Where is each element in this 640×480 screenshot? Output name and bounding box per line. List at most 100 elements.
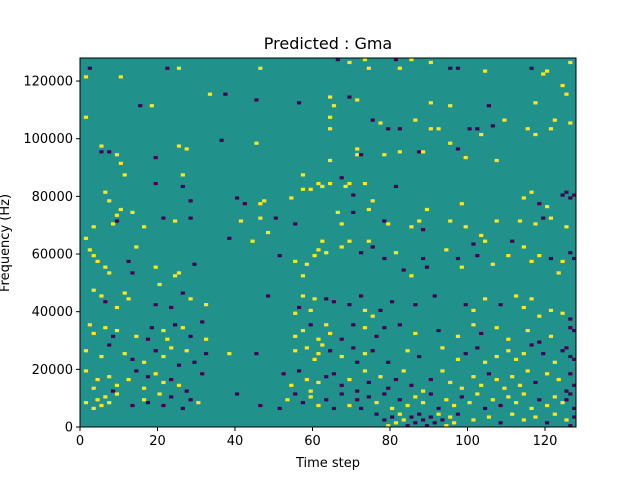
heatmap-cell-low: [568, 251, 573, 255]
heatmap-cell-low: [486, 372, 492, 376]
heatmap-cell-high: [514, 294, 519, 298]
heatmap-cell-high: [529, 259, 534, 263]
heatmap-cell-low: [386, 127, 391, 131]
heatmap-cell-low: [428, 415, 433, 419]
heatmap-cell-low: [103, 300, 108, 304]
heatmap-cell-low: [374, 334, 379, 338]
heatmap-cell-high: [293, 311, 298, 315]
heatmap-cell-high: [91, 288, 96, 292]
heatmap-cell-high: [471, 375, 476, 379]
heatmap-cell-low: [359, 294, 364, 298]
heatmap-cell-high: [413, 118, 418, 122]
heatmap-cell-low: [475, 346, 480, 350]
heatmap-cell-high: [142, 386, 147, 390]
heatmap-cell-low: [355, 389, 360, 393]
heatmap-cell-high: [548, 216, 554, 220]
heatmap-cell-high: [521, 245, 526, 249]
heatmap-cell-low: [568, 326, 573, 330]
heatmap-cell-high: [118, 207, 123, 212]
heatmap-cell-high: [250, 239, 255, 243]
heatmap-cell-high: [533, 222, 538, 226]
heatmap-cell-low: [355, 398, 360, 402]
heatmap-cell-high: [452, 403, 457, 408]
heatmap-cell-low: [421, 256, 426, 261]
heatmap-cell-high: [521, 305, 526, 310]
heatmap-cell-low: [266, 294, 271, 298]
heatmap-cell-high: [502, 386, 507, 390]
heatmap-cell-high: [157, 392, 162, 396]
heatmap-cell-high: [293, 259, 298, 263]
heatmap-cell-high: [514, 357, 519, 361]
heatmap-cell-high: [122, 173, 127, 177]
heatmap-cell-high: [196, 401, 201, 405]
heatmap-cell-high: [397, 412, 402, 416]
heatmap-cell-low: [541, 216, 546, 220]
heatmap-cell-low: [339, 337, 344, 341]
heatmap-cell-low: [173, 323, 178, 327]
y-axis-ticks: 0 20000 40000 60000 80000 100000 120000: [23, 75, 80, 436]
heatmap-cell-high: [386, 222, 391, 226]
y-tick-label: 20000: [32, 363, 73, 378]
heatmap-cell-low: [382, 256, 387, 261]
heatmap-cell-high: [328, 95, 333, 99]
heatmap-cell-low: [564, 346, 569, 350]
heatmap-cell-high: [355, 98, 360, 102]
heatmap-cell-high: [459, 202, 464, 206]
heatmap-cell-low: [560, 349, 565, 353]
heatmap-cell-low: [463, 352, 468, 356]
heatmap-cell-high: [153, 265, 158, 269]
heatmap-cell-high: [103, 265, 108, 269]
heatmap-cell-high: [114, 153, 120, 157]
heatmap-cell-high: [161, 380, 166, 385]
heatmap-cell-high: [176, 144, 182, 148]
heatmap-cell-high: [568, 60, 573, 65]
heatmap-cell-low: [483, 406, 488, 411]
heatmap-cell-high: [502, 118, 507, 122]
heatmap-cell-high: [517, 219, 523, 223]
heatmap-cell-low: [393, 58, 399, 62]
heatmap-cell-low: [134, 369, 139, 373]
heatmap-cell-low: [223, 92, 228, 96]
heatmap-cell-high: [452, 421, 457, 425]
heatmap-cell-high: [300, 294, 306, 298]
heatmap-cell-low: [188, 398, 193, 402]
heatmap-cell-low: [498, 403, 503, 408]
heatmap-cell-high: [529, 406, 534, 411]
heatmap-cell-high: [366, 66, 371, 70]
heatmap-cell-high: [564, 92, 569, 96]
heatmap-cell-low: [254, 352, 259, 356]
heatmap-cell-low: [149, 326, 154, 330]
heatmap-cell-high: [506, 337, 511, 341]
heatmap-cell-low: [529, 343, 534, 347]
y-tick-label: 100000: [23, 132, 73, 147]
heatmap-cell-low: [382, 219, 387, 223]
heatmap-cell-high: [521, 196, 526, 200]
heatmap-cell-low: [331, 406, 337, 411]
heatmap-cell-high: [483, 69, 488, 73]
heatmap-cell-low: [498, 421, 503, 425]
heatmap-cell-high: [448, 219, 453, 223]
heatmap-cell-low: [409, 415, 414, 419]
heatmap-cell-high: [362, 326, 368, 330]
heatmap-cell-high: [440, 346, 445, 350]
heatmap-cell-high: [541, 72, 546, 76]
heatmap-cell-low: [428, 377, 433, 382]
heatmap-cell-high: [393, 421, 399, 425]
heatmap-cell-high: [378, 121, 383, 125]
heatmap-cell-high: [366, 207, 371, 212]
heatmap-cell-high: [564, 225, 569, 229]
y-tick-label: 120000: [23, 75, 73, 90]
heatmap-cell-high: [355, 147, 360, 151]
heatmap-background: [80, 58, 576, 427]
heatmap-cell-low: [242, 202, 247, 206]
heatmap-cell-high: [362, 352, 368, 356]
heatmap-cell-high: [393, 251, 399, 255]
heatmap-cell-low: [293, 222, 298, 226]
heatmap-cell-low: [397, 323, 402, 327]
heatmap-cell-low: [165, 66, 170, 70]
heatmap-cell-low: [347, 303, 352, 307]
heatmap-cell-high: [204, 303, 209, 307]
heatmap-cell-high: [545, 372, 550, 376]
heatmap-cell-high: [304, 377, 309, 382]
heatmap-cell-high: [401, 369, 406, 373]
